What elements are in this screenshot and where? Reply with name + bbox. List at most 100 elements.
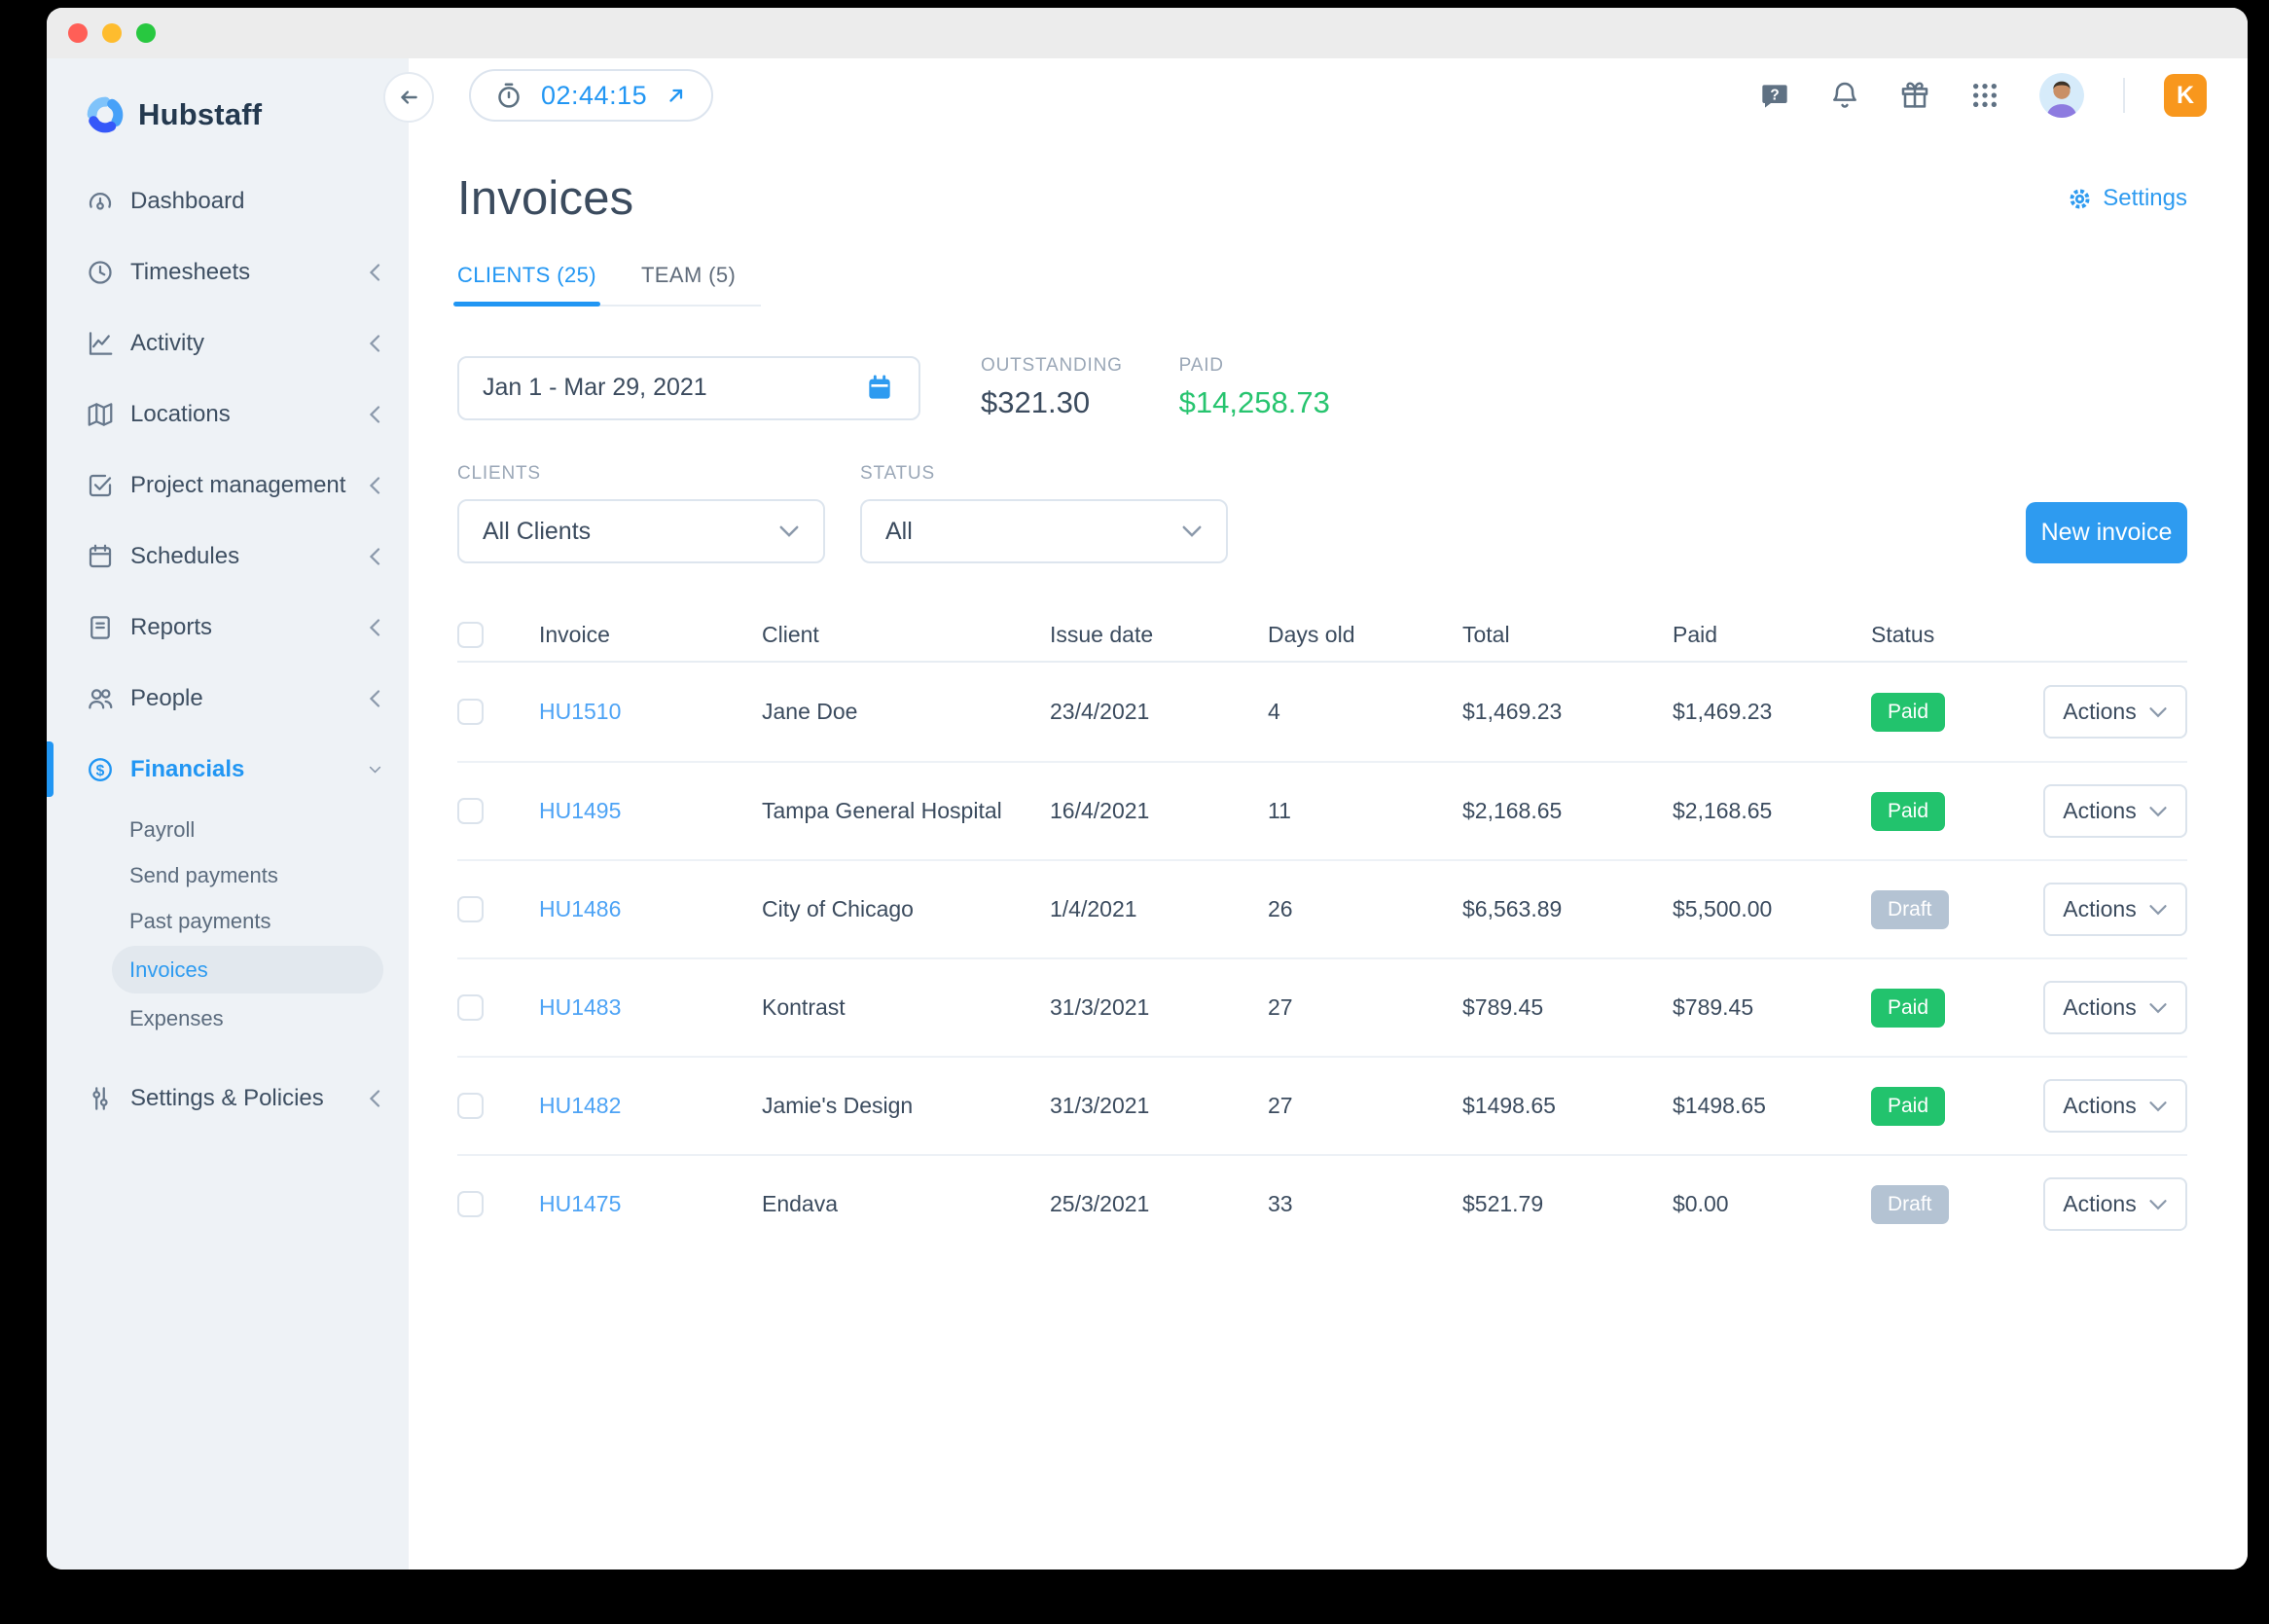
- select-all-checkbox[interactable]: [457, 621, 484, 648]
- subnav-item-past-payments[interactable]: Past payments: [47, 898, 409, 944]
- clients-filter-select[interactable]: All Clients: [457, 499, 825, 563]
- minimize-window-button[interactable]: [102, 23, 122, 43]
- window-titlebar: [47, 8, 2248, 58]
- sidebar-item-settings-policies[interactable]: Settings & Policies: [47, 1063, 409, 1134]
- sidebar-item-financials[interactable]: $ Financials: [47, 734, 409, 805]
- row-checkbox[interactable]: [457, 699, 484, 725]
- status-badge: Paid: [1871, 692, 1946, 732]
- column-header-paid: Paid: [1673, 621, 1718, 647]
- subnav-item-send-payments[interactable]: Send payments: [47, 852, 409, 898]
- sidebar-item-schedules[interactable]: Schedules: [47, 521, 409, 592]
- invoice-link[interactable]: HU1482: [539, 1093, 622, 1118]
- invoice-link[interactable]: HU1475: [539, 1191, 622, 1216]
- notifications-bell-icon[interactable]: [1829, 80, 1860, 111]
- status-badge: Paid: [1871, 791, 1946, 831]
- issue-date-cell: 25/3/2021: [1050, 1191, 1150, 1216]
- help-icon[interactable]: ?: [1759, 80, 1790, 111]
- row-checkbox[interactable]: [457, 1191, 484, 1217]
- actions-button[interactable]: Actions: [2043, 1079, 2187, 1133]
- sidebar-item-dashboard[interactable]: Dashboard: [47, 165, 409, 236]
- table-row: HU1510 Jane Doe 23/4/2021 4 $1,469.23 $1…: [457, 663, 2187, 761]
- user-avatar[interactable]: [2039, 73, 2084, 118]
- subnav-item-label: Invoices: [129, 956, 208, 982]
- organization-badge[interactable]: K: [2164, 74, 2207, 117]
- sidebar-item-label: Project management: [130, 471, 346, 498]
- subnav-item-label: Payroll: [129, 816, 196, 842]
- paid-value: $14,258.73: [1178, 385, 1330, 419]
- sidebar-item-activity[interactable]: Activity: [47, 307, 409, 379]
- sidebar-item-people[interactable]: People: [47, 663, 409, 734]
- outstanding-summary: OUTSTANDING $321.30: [981, 355, 1123, 420]
- row-checkbox[interactable]: [457, 994, 484, 1021]
- chevron-down-icon: [779, 525, 799, 537]
- invoice-link[interactable]: HU1510: [539, 699, 622, 724]
- client-cell: Endava: [762, 1191, 839, 1216]
- hubstaff-logo-icon: [86, 95, 125, 134]
- sidebar-item-locations[interactable]: Locations: [47, 379, 409, 450]
- timer-widget[interactable]: 02:44:15: [469, 69, 714, 122]
- sidebar-item-label: Timesheets: [130, 258, 251, 285]
- subnav-item-invoices[interactable]: Invoices: [112, 946, 383, 993]
- client-cell: Tampa General Hospital: [762, 798, 1002, 823]
- collapse-sidebar-button[interactable]: [383, 72, 434, 123]
- actions-button[interactable]: Actions: [2043, 784, 2187, 838]
- sidebar-item-label: Dashboard: [130, 187, 245, 214]
- status-filter-label: STATUS: [860, 463, 935, 484]
- sidebar-item-timesheets[interactable]: Timesheets: [47, 236, 409, 307]
- client-cell: Jamie's Design: [762, 1093, 914, 1118]
- sidebar-item-project-management[interactable]: Project management: [47, 450, 409, 521]
- actions-button[interactable]: Actions: [2043, 981, 2187, 1034]
- chevron-left-icon: [369, 334, 381, 353]
- tab-clients[interactable]: CLIENTS (25): [453, 263, 600, 307]
- status-badge: Paid: [1871, 1086, 1946, 1126]
- chevron-left-icon: [369, 405, 381, 424]
- actions-button[interactable]: Actions: [2043, 685, 2187, 739]
- status-filter-select[interactable]: All: [860, 499, 1228, 563]
- sidebar-nav: Dashboard Timesheets: [47, 165, 409, 1134]
- clock-icon: [86, 258, 115, 287]
- subnav-item-payroll[interactable]: Payroll: [47, 807, 409, 852]
- dollar-circle-icon: $: [86, 755, 115, 784]
- brand-name: Hubstaff: [138, 97, 263, 131]
- invoices-table: Invoice Client Issue date Days old Total…: [457, 608, 2187, 1252]
- row-checkbox[interactable]: [457, 1093, 484, 1119]
- column-header-days-old: Days old: [1268, 621, 1355, 647]
- invoice-tabs: CLIENTS (25) TEAM (5): [453, 263, 761, 307]
- table-row: HU1495 Tampa General Hospital 16/4/2021 …: [457, 761, 2187, 859]
- paid-cell: $1498.65: [1673, 1093, 1766, 1118]
- report-document-icon: [86, 613, 115, 642]
- paid-cell: $0.00: [1673, 1191, 1729, 1216]
- actions-button[interactable]: Actions: [2043, 1177, 2187, 1231]
- new-invoice-button[interactable]: New invoice: [2026, 502, 2187, 563]
- hubstaff-logo[interactable]: Hubstaff: [47, 58, 409, 142]
- column-header-total: Total: [1462, 621, 1510, 647]
- subnav-item-label: Send payments: [129, 862, 278, 887]
- row-checkbox[interactable]: [457, 798, 484, 824]
- chevron-down-icon: [1182, 525, 1202, 537]
- subnav-item-label: Expenses: [129, 1005, 224, 1030]
- issue-date-cell: 1/4/2021: [1050, 896, 1137, 921]
- invoice-settings-link[interactable]: Settings: [2067, 185, 2187, 212]
- table-row: HU1483 Kontrast 31/3/2021 27 $789.45 $78…: [457, 957, 2187, 1056]
- zoom-window-button[interactable]: [136, 23, 156, 43]
- subnav-item-expenses[interactable]: Expenses: [47, 995, 409, 1041]
- table-row: HU1482 Jamie's Design 31/3/2021 27 $1498…: [457, 1056, 2187, 1154]
- status-badge: Draft: [1871, 1184, 1949, 1224]
- table-row: HU1475 Endava 25/3/2021 33 $521.79 $0.00…: [457, 1154, 2187, 1252]
- date-range-picker[interactable]: Jan 1 - Mar 29, 2021: [457, 355, 920, 420]
- gear-icon: [2070, 188, 2090, 209]
- days-old-cell: 11: [1268, 798, 1291, 823]
- gift-icon[interactable]: [1899, 80, 1930, 111]
- actions-button[interactable]: Actions: [2043, 883, 2187, 936]
- row-checkbox[interactable]: [457, 896, 484, 922]
- timer-value: 02:44:15: [541, 80, 648, 110]
- sidebar-item-reports[interactable]: Reports: [47, 592, 409, 663]
- invoice-link[interactable]: HU1483: [539, 994, 622, 1020]
- tab-team[interactable]: TEAM (5): [640, 263, 737, 287]
- apps-grid-icon[interactable]: [1969, 80, 2000, 111]
- invoice-link[interactable]: HU1486: [539, 896, 622, 921]
- invoice-link[interactable]: HU1495: [539, 798, 622, 823]
- sidebar-item-label: Schedules: [130, 542, 240, 569]
- close-window-button[interactable]: [68, 23, 88, 43]
- issue-date-cell: 16/4/2021: [1050, 798, 1150, 823]
